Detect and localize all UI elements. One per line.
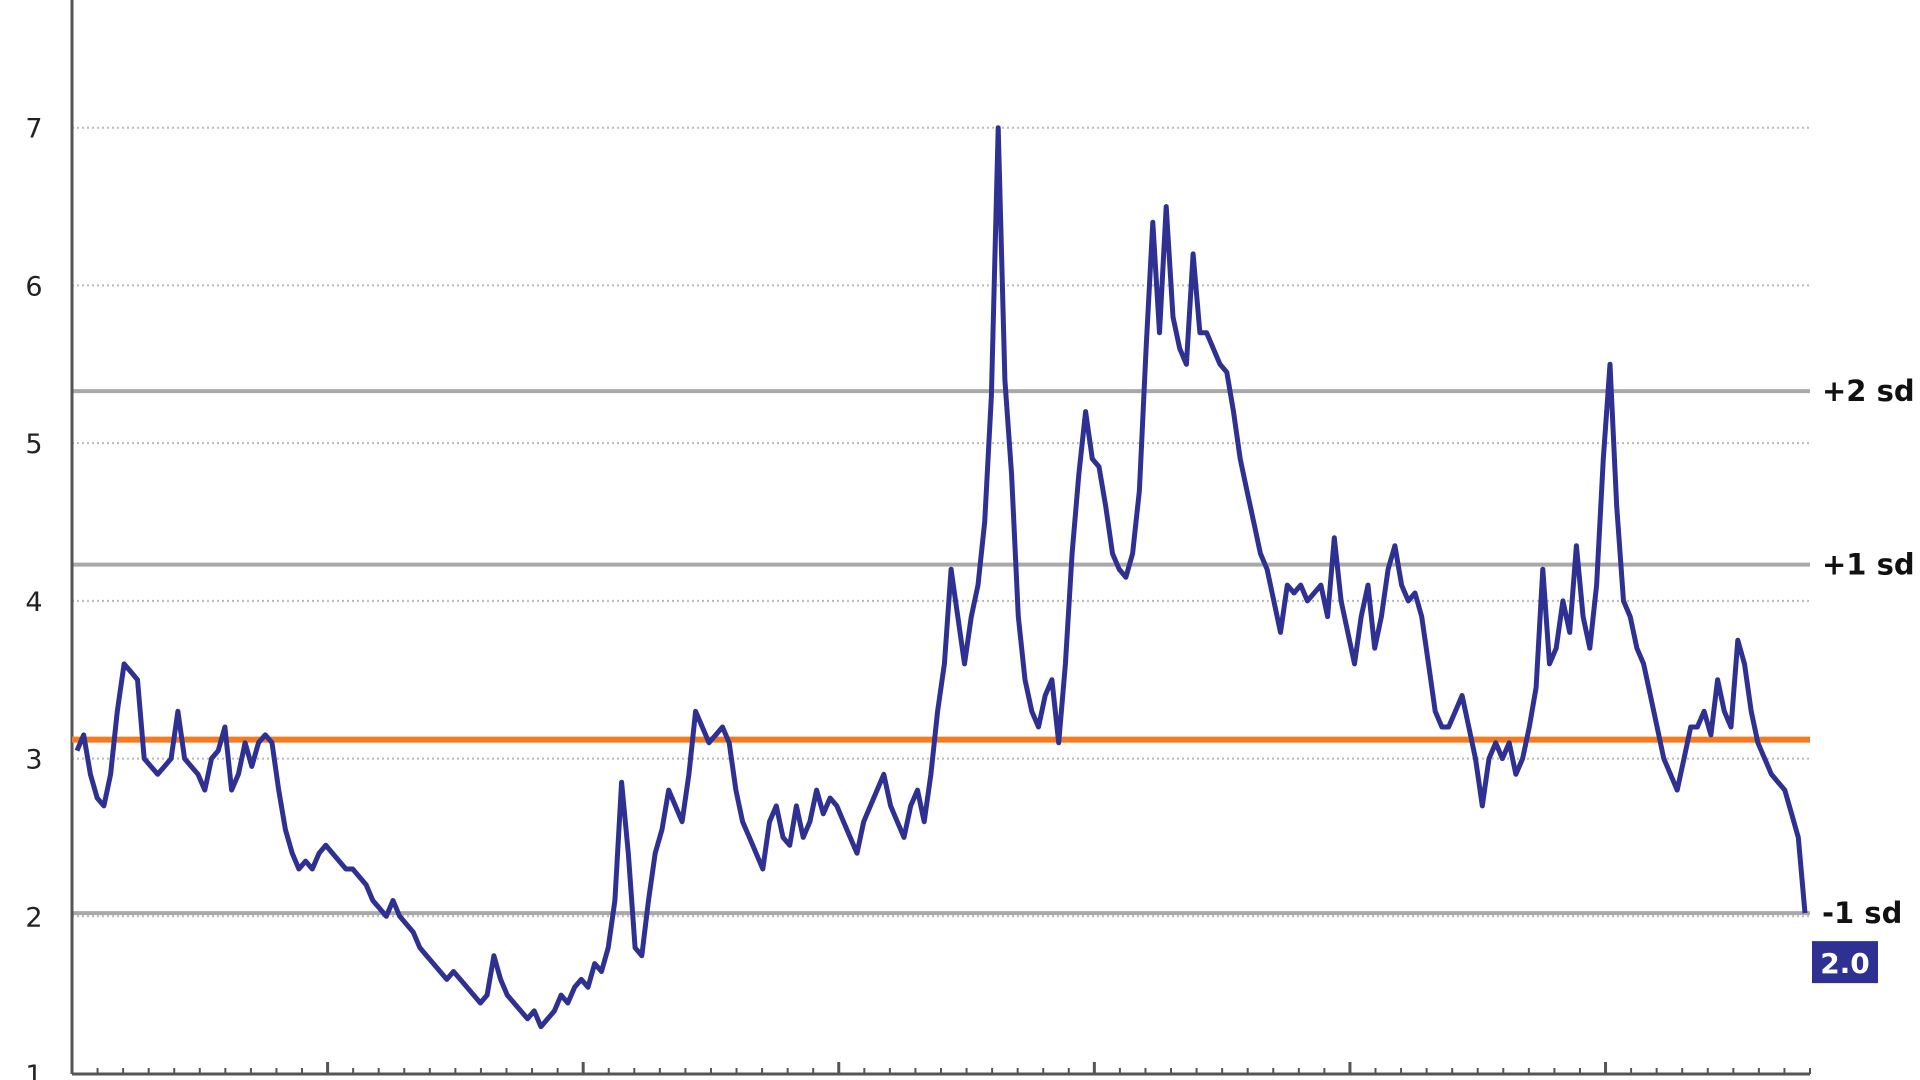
y-tick-label: 3	[25, 745, 42, 776]
last-value-label: 2.0	[1820, 947, 1870, 980]
last-value-badge: 2.0	[1812, 941, 1878, 984]
reference-labels: +2 sd +1 sd -1 sd	[1822, 374, 1915, 930]
y-tick-label: 2	[25, 902, 42, 933]
y-tick-labels: 1 2 3 4 5 6 7	[25, 114, 42, 1080]
sd-label: -1 sd	[1822, 896, 1902, 930]
y-tick-label: 7	[25, 114, 42, 145]
y-tick-label: 4	[25, 587, 42, 618]
series-line	[74, 125, 1808, 1030]
y-tick-label: 1	[25, 1060, 42, 1080]
last-value-badge-box	[1812, 941, 1878, 984]
grid-lines	[72, 126, 1810, 918]
y-tick-label: 6	[25, 271, 42, 302]
y-tick-label: 5	[25, 429, 42, 460]
reference-lines	[72, 389, 1810, 916]
x-ticks	[70, 1062, 1811, 1074]
sd-label: +1 sd	[1822, 548, 1915, 582]
sd-label: +2 sd	[1822, 374, 1915, 408]
